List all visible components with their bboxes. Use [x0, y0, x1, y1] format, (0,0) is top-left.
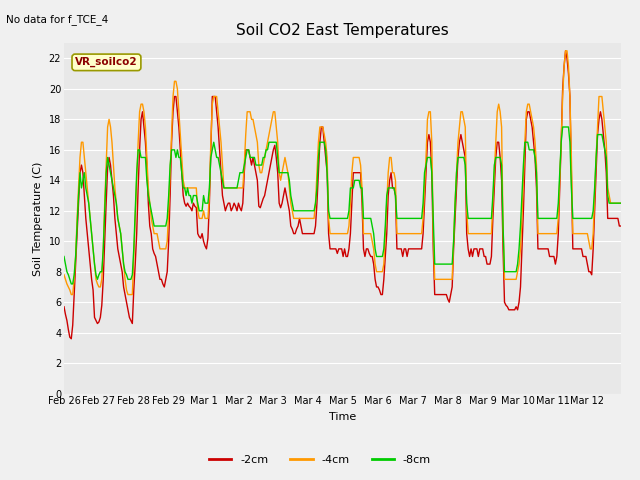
Y-axis label: Soil Temperature (C): Soil Temperature (C)	[33, 161, 43, 276]
Legend: -2cm, -4cm, -8cm: -2cm, -4cm, -8cm	[204, 451, 436, 469]
Text: VR_soilco2: VR_soilco2	[75, 57, 138, 68]
Title: Soil CO2 East Temperatures: Soil CO2 East Temperatures	[236, 23, 449, 38]
X-axis label: Time: Time	[329, 412, 356, 422]
Text: No data for f_TCE_4: No data for f_TCE_4	[6, 14, 109, 25]
